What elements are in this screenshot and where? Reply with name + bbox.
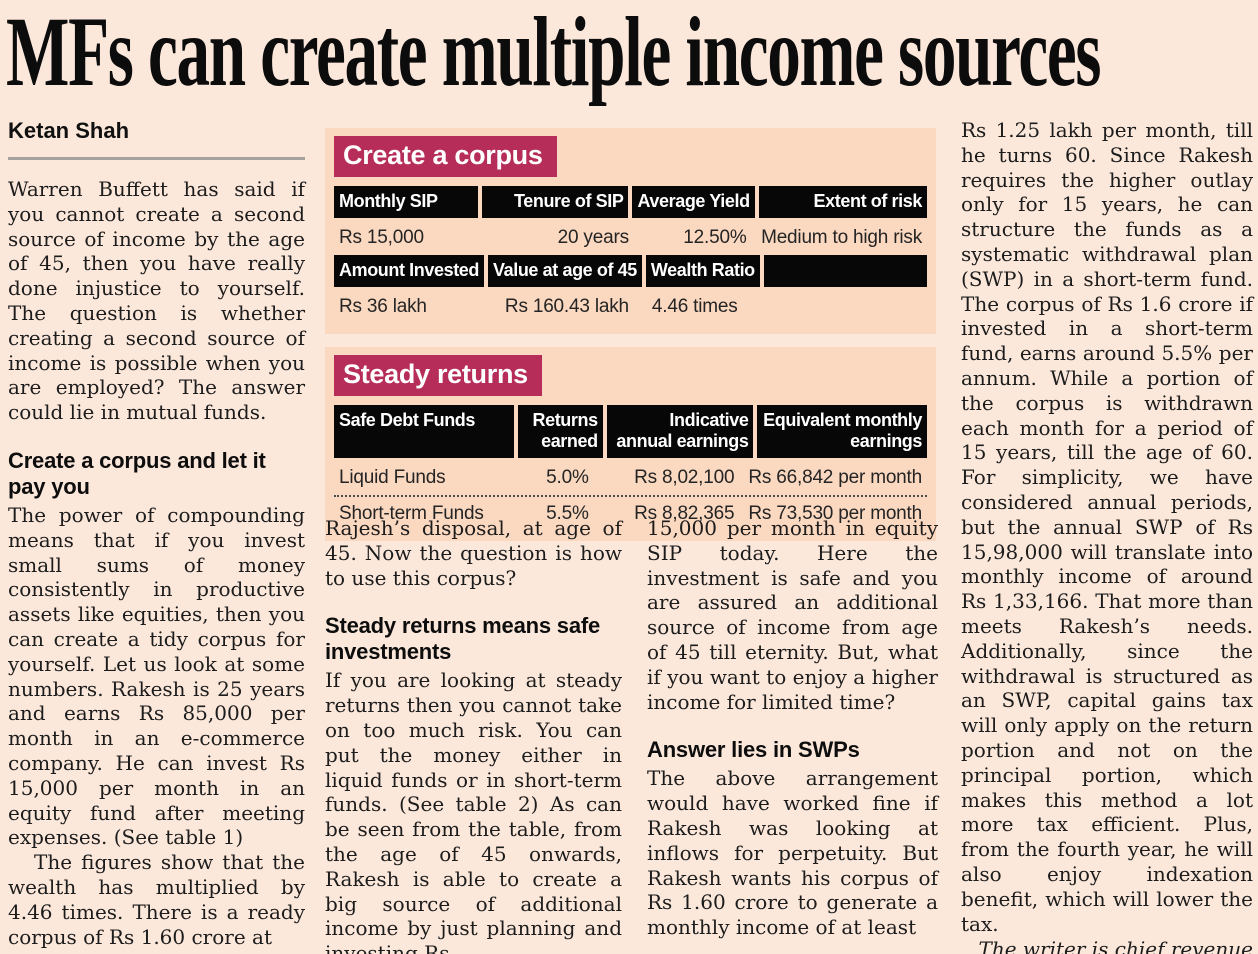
article-column-2: Rajesh’s disposal, at age of 45. Now the… xyxy=(325,516,622,954)
table-header-cell: Equivalent monthly earnings xyxy=(757,405,927,458)
table-cell: Liquid Funds xyxy=(339,467,446,488)
table-title: Steady returns xyxy=(334,355,542,396)
byline: Ketan Shah xyxy=(8,118,130,143)
table-cell: 5.0% xyxy=(546,467,589,488)
table-header-cell: Amount Invested xyxy=(334,255,485,287)
article-paragraph: The above arrangement would have worked … xyxy=(647,766,938,940)
table-header-cell: Safe Debt Funds xyxy=(334,405,515,458)
table-cell: Short-term Funds xyxy=(339,503,484,524)
table-cell: Rs 8,02,100 xyxy=(634,467,735,488)
table-header-cell: Value at age of 45 xyxy=(488,255,642,287)
table-cell: 4.46 times xyxy=(651,296,738,317)
table-header-cell: Returns earned xyxy=(518,405,603,458)
tables-area: Create a corpus Monthly SIP Tenure of SI… xyxy=(325,128,936,541)
article-column-1: Ketan Shah Warren Buffett has said if yo… xyxy=(8,118,305,949)
table-row: Rs 15,000 20 years 12.50% Medium to high… xyxy=(334,221,927,255)
table-cell: Rs 160.43 lakh xyxy=(504,296,629,317)
table-row: Short-term Funds 5.5% Rs 8,82,365 Rs 73,… xyxy=(334,497,927,531)
table-header-cell: Average Yield xyxy=(632,186,755,218)
table-header-cell: Wealth Ratio xyxy=(645,255,760,287)
table-cell: Rs 73,530 per month xyxy=(748,503,922,524)
table-title: Create a corpus xyxy=(334,136,557,177)
table-cell: Rs 8,82,365 xyxy=(634,503,735,524)
table-cell: Rs 36 lakh xyxy=(339,296,427,317)
table-cell: 12.50% xyxy=(683,227,747,248)
section-heading: Create a corpus and let it pay you xyxy=(8,447,266,499)
corpus-table: Create a corpus Monthly SIP Tenure of SI… xyxy=(325,128,936,334)
byline-divider xyxy=(8,157,305,160)
table-cell xyxy=(756,290,927,324)
article-paragraph: The figures show that the wealth has mul… xyxy=(8,850,305,949)
table-header-row: Safe Debt Funds Returns earned Indicativ… xyxy=(334,405,927,458)
returns-table: Steady returns Safe Debt Funds Returns e… xyxy=(325,347,936,541)
table-header-cell: Tenure of SIP xyxy=(482,186,629,218)
article-paragraph: Warren Buffett has said if you cannot cr… xyxy=(8,177,305,425)
table-row: Rs 36 lakh Rs 160.43 lakh 4.46 times xyxy=(334,290,927,324)
headline: MFs can create multiple income sources xyxy=(6,0,1102,107)
table-cell: 5.5% xyxy=(546,503,589,524)
article-column-4: Rs 1.25 lakh per month, till he turns 60… xyxy=(961,118,1253,954)
table-cell: Rs 66,842 per month xyxy=(748,467,922,488)
table-header-row: Monthly SIP Tenure of SIP Average Yield … xyxy=(334,186,927,218)
section-heading: Steady returns means safe investments xyxy=(325,613,601,665)
article-paragraph: The power of compounding means that if y… xyxy=(8,502,305,850)
table-header-row: Amount Invested Value at age of 45 Wealt… xyxy=(334,255,927,287)
table-row: Liquid Funds 5.0% Rs 8,02,100 Rs 66,842 … xyxy=(334,461,927,497)
table-cell: 20 years xyxy=(557,227,629,248)
article-column-3: 15,000 per month in equity SIP today. He… xyxy=(647,516,938,940)
author-credit: The writer is chief revenue officer, Ang… xyxy=(978,937,1253,954)
table-header-cell: Extent of risk xyxy=(758,186,927,218)
section-heading: Answer lies in SWPs xyxy=(647,737,860,763)
table-header-cell: Monthly SIP xyxy=(334,186,479,218)
article-paragraph: Rs 1.25 lakh per month, till he turns 60… xyxy=(961,118,1253,936)
table-header-cell xyxy=(763,255,927,287)
article-paragraph: Rajesh’s disposal, at age of 45. Now the… xyxy=(325,516,622,590)
article-paragraph: If you are looking at steady returns the… xyxy=(325,668,622,954)
table-cell: Medium to high risk xyxy=(761,227,922,248)
table-cell: Rs 15,000 xyxy=(339,227,424,248)
article-paragraph: 15,000 per month in equity SIP today. He… xyxy=(647,516,938,714)
table-header-cell: Indicative annual earnings xyxy=(606,405,754,458)
